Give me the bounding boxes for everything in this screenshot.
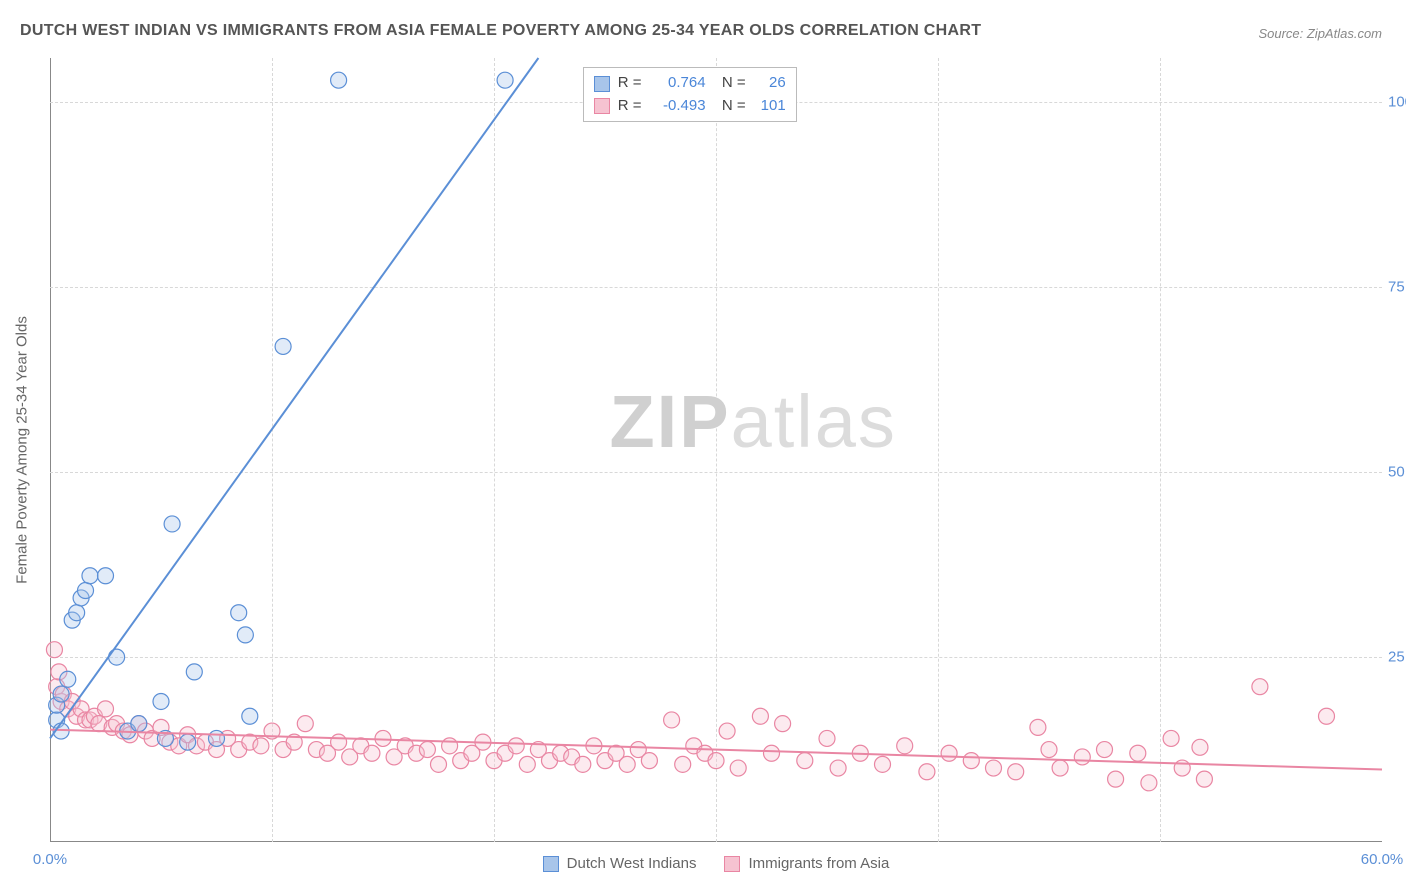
y-tick-label: 75.0% (1388, 279, 1406, 296)
data-point (98, 701, 114, 717)
data-point (69, 605, 85, 621)
data-point (797, 753, 813, 769)
data-point (164, 516, 180, 532)
data-point (242, 708, 258, 724)
data-point (819, 730, 835, 746)
data-point (519, 756, 535, 772)
legend-label: Immigrants from Asia (748, 855, 889, 872)
legend-swatch (543, 856, 559, 872)
data-point (419, 742, 435, 758)
data-point (237, 627, 253, 643)
data-point (730, 760, 746, 776)
data-point (963, 753, 979, 769)
trend-line (50, 58, 538, 738)
r-value: -0.493 (650, 95, 706, 118)
legend-item: Dutch West Indians (543, 855, 697, 872)
data-point (1030, 719, 1046, 735)
scatter-plot (50, 58, 1382, 842)
data-point (431, 756, 447, 772)
data-point (575, 756, 591, 772)
legend-swatch (724, 856, 740, 872)
data-point (1074, 749, 1090, 765)
data-point (1319, 708, 1335, 724)
y-tick-label: 25.0% (1388, 649, 1406, 666)
data-point (1097, 742, 1113, 758)
data-point (986, 760, 1002, 776)
data-point (1041, 742, 1057, 758)
legend: Dutch West Indians Immigrants from Asia (50, 855, 1382, 872)
data-point (719, 723, 735, 739)
y-tick-label: 50.0% (1388, 464, 1406, 481)
y-axis-label: Female Poverty Among 25-34 Year Olds (14, 316, 31, 584)
data-point (1052, 760, 1068, 776)
series-swatch (594, 98, 610, 114)
data-point (875, 756, 891, 772)
data-point (275, 338, 291, 354)
r-label: R = (618, 72, 642, 95)
series-swatch (594, 76, 610, 92)
correlation-stats-box: R = 0.764 N = 26 R = -0.493 N = 101 (583, 67, 797, 122)
data-point (941, 745, 957, 761)
data-point (508, 738, 524, 754)
data-point (775, 716, 791, 732)
data-point (619, 756, 635, 772)
data-point (752, 708, 768, 724)
data-point (1130, 745, 1146, 761)
data-point (98, 568, 114, 584)
r-label: R = (618, 95, 642, 118)
legend-item: Immigrants from Asia (724, 855, 889, 872)
data-point (1141, 775, 1157, 791)
n-value: 26 (754, 72, 786, 95)
data-point (497, 72, 513, 88)
data-point (186, 664, 202, 680)
data-point (60, 671, 76, 687)
r-value: 0.764 (650, 72, 706, 95)
data-point (1163, 730, 1179, 746)
stats-row: R = -0.493 N = 101 (594, 95, 786, 118)
data-point (442, 738, 458, 754)
data-point (297, 716, 313, 732)
data-point (331, 734, 347, 750)
data-point (53, 686, 69, 702)
chart-area: Female Poverty Among 25-34 Year Olds 25.… (50, 58, 1382, 842)
chart-title: DUTCH WEST INDIAN VS IMMIGRANTS FROM ASI… (20, 22, 981, 40)
legend-label: Dutch West Indians (567, 855, 697, 872)
data-point (46, 642, 62, 658)
data-point (1252, 679, 1268, 695)
data-point (109, 649, 125, 665)
data-point (364, 745, 380, 761)
data-point (764, 745, 780, 761)
data-point (82, 568, 98, 584)
data-point (1008, 764, 1024, 780)
data-point (180, 734, 196, 750)
data-point (1192, 739, 1208, 755)
data-point (1196, 771, 1212, 787)
y-tick-label: 100.0% (1388, 94, 1406, 111)
n-value: 101 (754, 95, 786, 118)
source-attribution: Source: ZipAtlas.com (1258, 26, 1382, 41)
data-point (641, 753, 657, 769)
stats-row: R = 0.764 N = 26 (594, 72, 786, 95)
n-label: N = (714, 95, 746, 118)
data-point (897, 738, 913, 754)
data-point (708, 753, 724, 769)
data-point (675, 756, 691, 772)
data-point (253, 738, 269, 754)
data-point (209, 730, 225, 746)
data-point (1108, 771, 1124, 787)
data-point (919, 764, 935, 780)
n-label: N = (714, 72, 746, 95)
data-point (331, 72, 347, 88)
data-point (78, 583, 94, 599)
data-point (153, 693, 169, 709)
data-point (830, 760, 846, 776)
data-point (231, 605, 247, 621)
data-point (131, 716, 147, 732)
data-point (664, 712, 680, 728)
